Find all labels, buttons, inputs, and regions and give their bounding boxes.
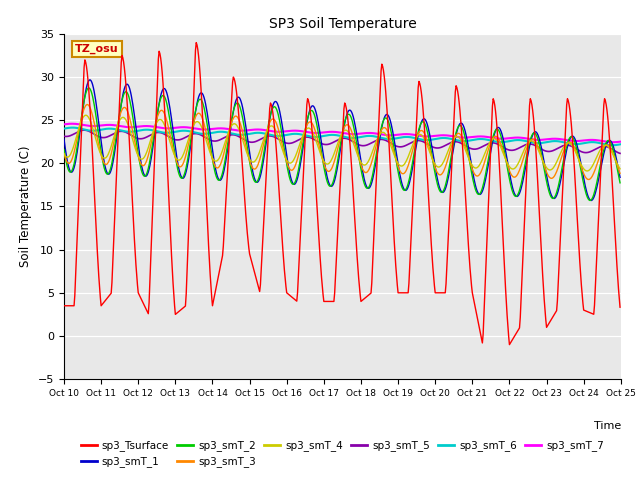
sp3_Tsurface bbox=[70, 303, 78, 309]
sp3_Tsurface bbox=[410, 167, 418, 172]
sp3_smT_7 bbox=[410, 132, 418, 138]
sp3_smT_3 bbox=[83, 102, 91, 108]
sp3_smT_1 bbox=[70, 165, 78, 171]
sp3_smT_1 bbox=[214, 175, 221, 180]
Legend: sp3_Tsurface, sp3_smT_1, sp3_smT_2, sp3_smT_3, sp3_smT_4, sp3_smT_5, sp3_smT_6, : sp3_Tsurface, sp3_smT_1, sp3_smT_2, sp3_… bbox=[77, 436, 608, 472]
sp3_smT_1 bbox=[616, 174, 624, 180]
sp3_smT_1 bbox=[185, 157, 193, 163]
sp3_smT_5 bbox=[410, 138, 418, 144]
sp3_smT_2 bbox=[60, 146, 68, 152]
sp3_Tsurface bbox=[193, 40, 200, 46]
sp3_smT_1 bbox=[128, 97, 136, 103]
sp3_Tsurface bbox=[60, 303, 68, 309]
sp3_Tsurface bbox=[427, 229, 435, 235]
Title: SP3 Soil Temperature: SP3 Soil Temperature bbox=[269, 17, 416, 31]
sp3_smT_4 bbox=[214, 157, 221, 163]
Text: Time: Time bbox=[593, 420, 621, 431]
sp3_smT_3 bbox=[616, 170, 624, 176]
sp3_smT_5 bbox=[185, 133, 193, 139]
sp3_smT_7 bbox=[71, 121, 79, 127]
sp3_smT_5 bbox=[60, 133, 68, 139]
sp3_smT_7 bbox=[185, 125, 193, 131]
sp3_smT_6 bbox=[128, 129, 136, 134]
sp3_smT_1 bbox=[427, 136, 435, 142]
sp3_smT_1 bbox=[86, 77, 93, 83]
sp3_smT_4 bbox=[616, 166, 624, 172]
sp3_smT_6 bbox=[609, 143, 616, 148]
sp3_smT_2 bbox=[128, 109, 136, 115]
sp3_smT_3 bbox=[70, 150, 78, 156]
sp3_smT_6 bbox=[60, 126, 68, 132]
sp3_smT_3 bbox=[60, 151, 68, 156]
sp3_smT_2 bbox=[616, 180, 624, 186]
sp3_smT_3 bbox=[128, 125, 136, 131]
sp3_smT_7 bbox=[214, 126, 221, 132]
sp3_smT_4 bbox=[583, 168, 591, 174]
sp3_smT_7 bbox=[128, 124, 136, 130]
sp3_smT_7 bbox=[609, 139, 617, 145]
Line: sp3_smT_2: sp3_smT_2 bbox=[64, 88, 620, 201]
sp3_smT_2 bbox=[410, 149, 418, 155]
sp3_Tsurface bbox=[506, 342, 513, 348]
sp3_smT_5 bbox=[427, 143, 435, 149]
sp3_smT_6 bbox=[68, 125, 76, 131]
Line: sp3_smT_1: sp3_smT_1 bbox=[64, 80, 620, 201]
sp3_smT_6 bbox=[410, 135, 418, 141]
sp3_smT_6 bbox=[214, 129, 221, 135]
sp3_smT_6 bbox=[185, 128, 193, 134]
sp3_smT_7 bbox=[427, 133, 435, 139]
sp3_smT_2 bbox=[586, 198, 594, 204]
sp3_smT_3 bbox=[214, 165, 221, 171]
sp3_smT_3 bbox=[427, 149, 435, 155]
sp3_Tsurface bbox=[616, 304, 624, 310]
sp3_smT_4 bbox=[60, 151, 68, 156]
sp3_smT_3 bbox=[410, 141, 418, 147]
sp3_smT_1 bbox=[60, 136, 68, 142]
sp3_smT_4 bbox=[128, 135, 136, 141]
sp3_smT_1 bbox=[588, 198, 595, 204]
sp3_smT_4 bbox=[427, 152, 435, 157]
Line: sp3_smT_6: sp3_smT_6 bbox=[64, 128, 620, 145]
sp3_smT_2 bbox=[214, 177, 221, 182]
sp3_smT_7 bbox=[60, 121, 68, 127]
sp3_smT_2 bbox=[85, 85, 93, 91]
sp3_smT_4 bbox=[82, 112, 90, 118]
Y-axis label: Soil Temperature (C): Soil Temperature (C) bbox=[19, 145, 33, 267]
sp3_smT_2 bbox=[427, 144, 435, 150]
sp3_smT_5 bbox=[80, 127, 88, 133]
Line: sp3_smT_5: sp3_smT_5 bbox=[64, 130, 620, 153]
sp3_smT_2 bbox=[70, 161, 78, 167]
Line: sp3_Tsurface: sp3_Tsurface bbox=[64, 43, 620, 345]
sp3_smT_5 bbox=[128, 133, 136, 139]
sp3_Tsurface bbox=[127, 176, 135, 182]
sp3_smT_3 bbox=[185, 141, 193, 147]
sp3_smT_6 bbox=[71, 125, 79, 131]
Line: sp3_smT_3: sp3_smT_3 bbox=[64, 105, 620, 180]
sp3_smT_1 bbox=[410, 154, 418, 160]
sp3_smT_4 bbox=[70, 142, 78, 148]
sp3_smT_7 bbox=[68, 121, 76, 127]
Line: sp3_smT_7: sp3_smT_7 bbox=[64, 124, 620, 142]
sp3_smT_6 bbox=[616, 142, 624, 147]
Line: sp3_smT_4: sp3_smT_4 bbox=[64, 115, 620, 171]
sp3_smT_7 bbox=[616, 139, 624, 144]
sp3_smT_3 bbox=[584, 177, 592, 182]
sp3_smT_4 bbox=[185, 136, 193, 142]
sp3_smT_5 bbox=[70, 131, 78, 137]
sp3_smT_5 bbox=[616, 150, 624, 156]
sp3_smT_4 bbox=[410, 138, 418, 144]
sp3_Tsurface bbox=[184, 251, 191, 257]
sp3_Tsurface bbox=[214, 276, 221, 282]
sp3_smT_2 bbox=[185, 152, 193, 157]
Text: TZ_osu: TZ_osu bbox=[75, 44, 119, 54]
sp3_smT_5 bbox=[214, 138, 221, 144]
sp3_smT_6 bbox=[427, 137, 435, 143]
